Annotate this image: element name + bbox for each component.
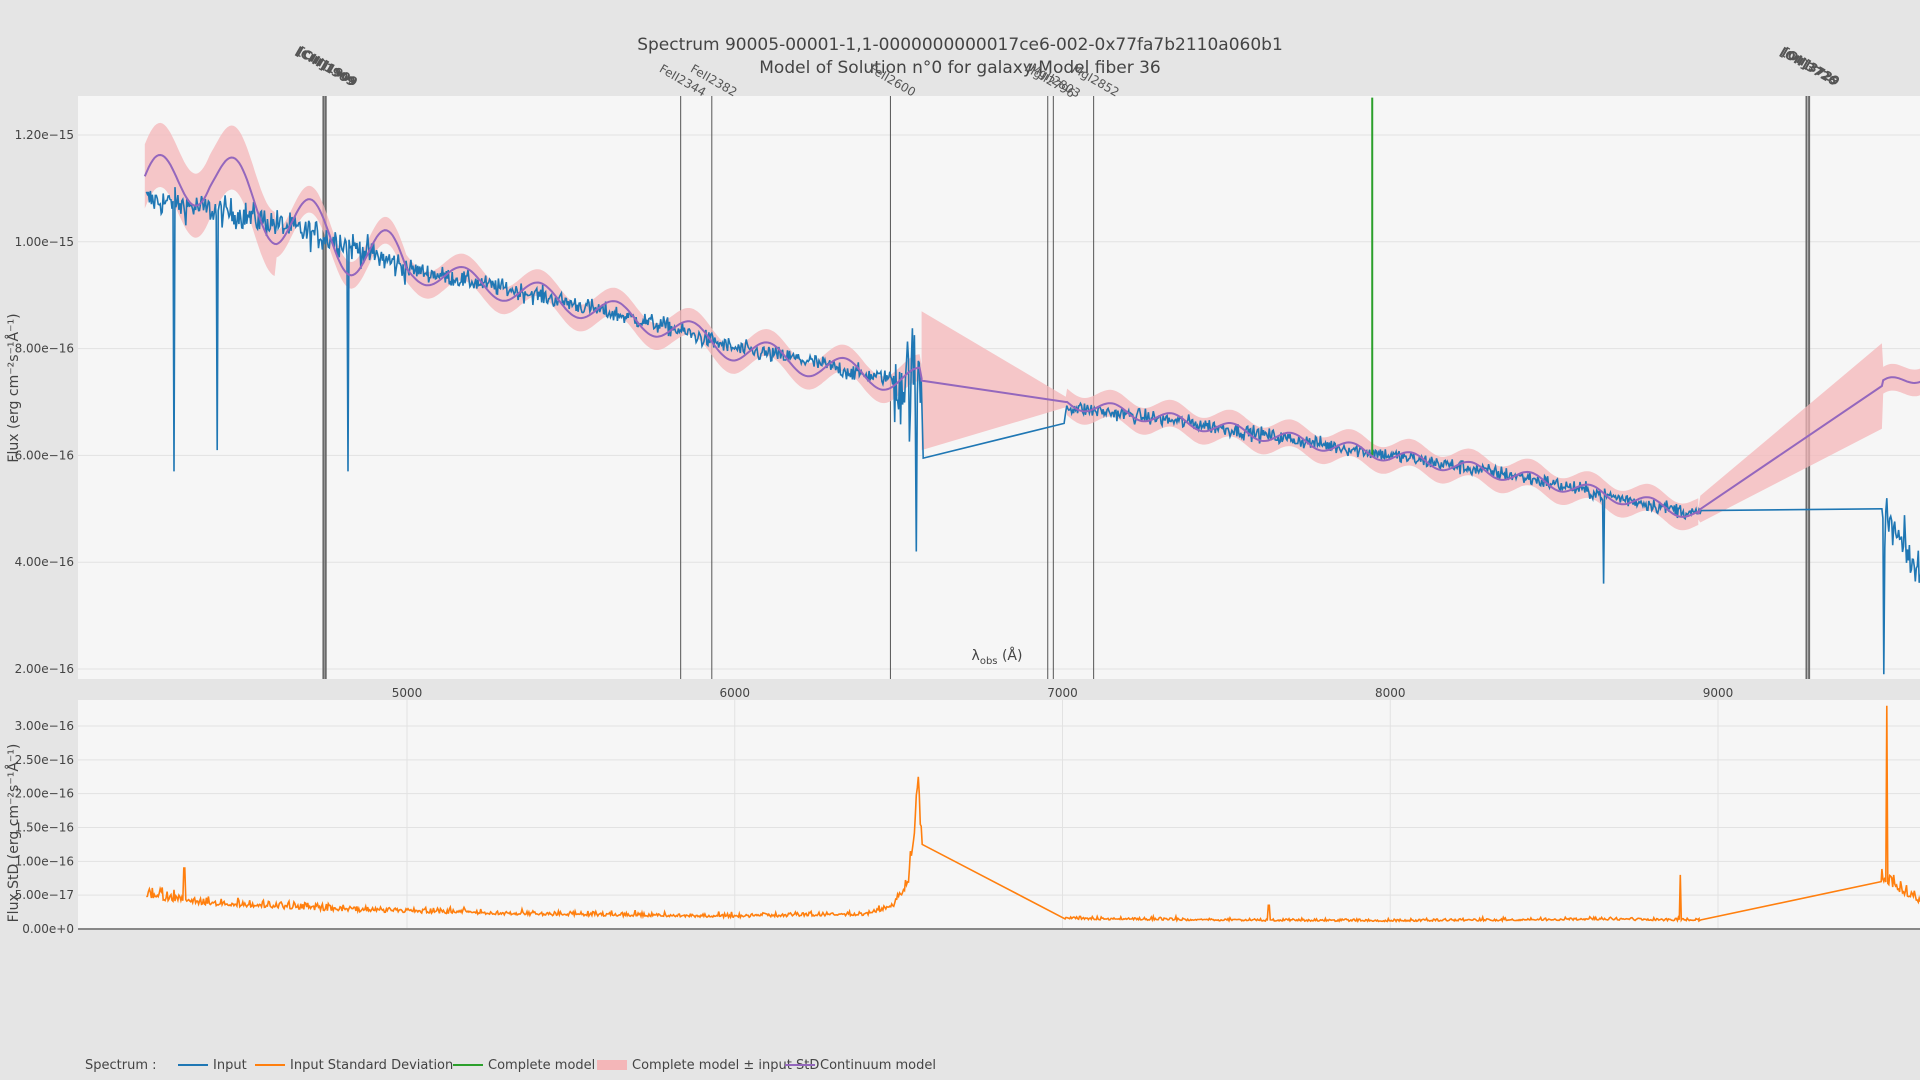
- legend-item[interactable]: Complete model ± input StD: [597, 1058, 819, 1073]
- legend-swatch: [597, 1060, 627, 1070]
- continuum-model-series: [143, 153, 1920, 518]
- legend-item[interactable]: Input: [178, 1058, 247, 1073]
- legend-label: Continuum model: [820, 1058, 936, 1073]
- chart-subtitle: Model of Solution n°0 for galaxy Model f…: [759, 58, 1160, 78]
- legend[interactable]: Spectrum : Input Input Standard Deviation…: [85, 1058, 936, 1073]
- legend-title: Spectrum :: [85, 1058, 157, 1073]
- flux-y-tick-label: 2.00e−16: [15, 662, 74, 676]
- flux-std-gridlines: [78, 700, 1920, 930]
- flux-std-panel[interactable]: 0.00e+0 5.00e−17 1.00e−16 1.50e−16 2.00e−16 2…: [5, 700, 1920, 936]
- flux-y-axis-title: Flux (erg cm⁻²s⁻¹Å⁻¹): [5, 313, 22, 462]
- model-std-band: [144, 122, 1920, 531]
- input-series: [145, 187, 1920, 675]
- legend-item[interactable]: Continuum model: [785, 1058, 936, 1073]
- flux-y-tick-label: 1.00e−15: [15, 235, 74, 249]
- flux-x-tick-label: 6000: [719, 686, 750, 700]
- legend-label: Input: [213, 1058, 247, 1073]
- flux-y-tick-labels: 2.00e−16 4.00e−16 6.00e−16 8.00e−16 1.00e−15…: [15, 128, 74, 676]
- flux-std-y-tick-label: 1.50e−16: [15, 821, 74, 835]
- flux-std-y-tick-label: 2.50e−16: [15, 753, 74, 767]
- flux-series: [143, 97, 1920, 675]
- x-axis-lambda: λ: [972, 648, 980, 664]
- flux-std-series: [145, 705, 1920, 924]
- legend-label: Complete model: [488, 1058, 595, 1073]
- flux-x-tick-label: 8000: [1375, 686, 1406, 700]
- flux-std-y-tick-labels: 0.00e+0 5.00e−17 1.00e−16 1.50e−16 2.00e−16 2…: [15, 719, 74, 936]
- flux-x-tick-label: 9000: [1703, 686, 1734, 700]
- flux-y-tick-label: 1.20e−15: [15, 128, 74, 142]
- legend-item[interactable]: Complete model: [453, 1058, 595, 1073]
- flux-std-y-tick-label: 1.00e−16: [15, 854, 74, 868]
- chart-title: Spectrum 90005-00001-1,1-0000000000017ce…: [637, 35, 1283, 55]
- x-axis-subscript: obs: [980, 656, 998, 667]
- x-axis-unit: (Å): [998, 647, 1023, 664]
- flux-y-tick-label: 8.00e−16: [15, 342, 74, 356]
- flux-std-y-tick-label: 3.00e−16: [15, 719, 74, 733]
- flux-std-y-tick-label: 0.00e+0: [22, 922, 74, 936]
- flux-std-y-tick-label: 5.00e−17: [15, 888, 74, 902]
- legend-label: Input Standard Deviation: [290, 1058, 453, 1073]
- flux-x-tick-label: 7000: [1047, 686, 1078, 700]
- flux-y-tick-label: 4.00e−16: [15, 555, 74, 569]
- flux-y-tick-label: 6.00e−16: [15, 448, 74, 462]
- flux-x-tick-label: 5000: [392, 686, 423, 700]
- legend-label: Complete model ± input StD: [632, 1058, 819, 1073]
- flux-std-y-axis-title: Flux StD (erg cm⁻²s⁻¹Å⁻¹): [5, 744, 22, 923]
- flux-x-axis-title: λobs (Å): [972, 647, 1023, 667]
- input-std-series: [145, 705, 1920, 924]
- legend-items[interactable]: Input Input Standard Deviation Complete mo…: [178, 1058, 936, 1073]
- flux-gridlines: [78, 134, 1920, 670]
- flux-std-y-tick-label: 2.00e−16: [15, 787, 74, 801]
- flux-x-tick-labels: 5000 6000 7000 8000 9000: [392, 686, 1734, 700]
- legend-item[interactable]: Input Standard Deviation: [255, 1058, 453, 1073]
- flux-std-plot-area: [78, 700, 1920, 929]
